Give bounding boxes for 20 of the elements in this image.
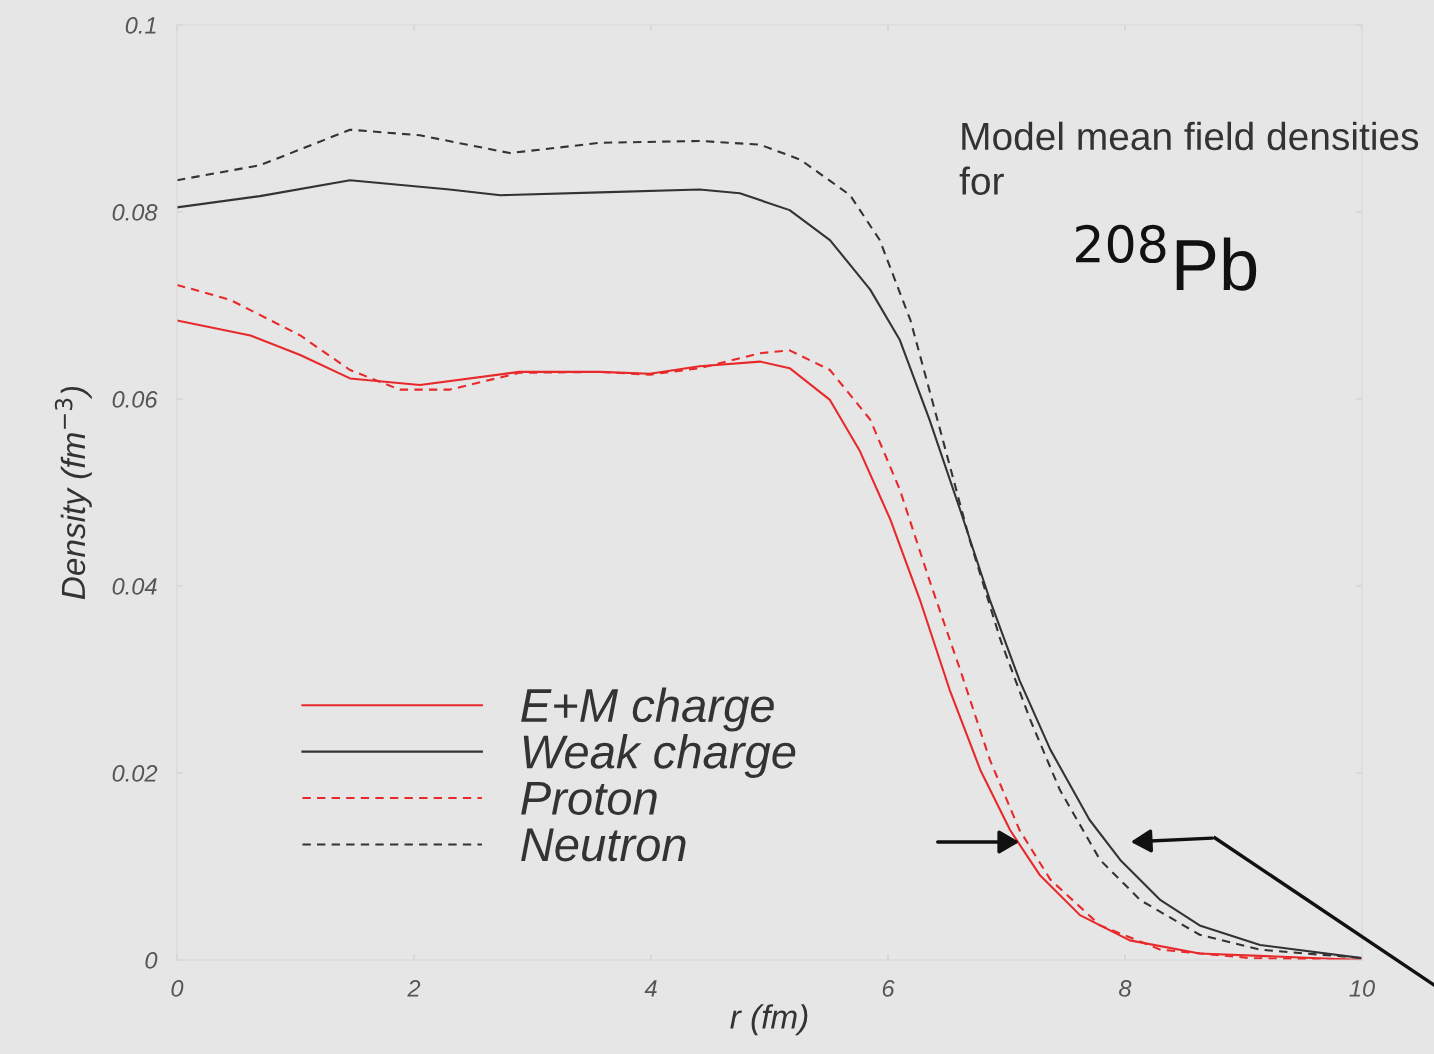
legend-label: E+M charge: [521, 687, 774, 732]
y-tick-label: 0.06: [112, 391, 158, 408]
annotation: Model mean field densities for: [959, 121, 1419, 195]
x-tick-label: 6: [882, 980, 895, 997]
y-tick-label: 0.1: [125, 17, 156, 34]
x-tick-label: 8: [1119, 980, 1132, 997]
legend-label: Neutron: [521, 828, 686, 862]
x-tick-label: 2: [407, 980, 421, 997]
x-tick-label: 10: [1349, 980, 1375, 997]
x-axis-title: r (fm): [730, 1004, 808, 1036]
annotation: $^{208}$Pb: [1076, 224, 1257, 291]
legend-label: Proton: [521, 782, 657, 816]
y-tick-label: 0: [145, 952, 158, 969]
y-tick-label: 0.08: [112, 204, 158, 221]
y-tick-label: 0.04: [112, 578, 157, 595]
x-tick-label: 4: [644, 980, 657, 997]
legend-label: Weak charge: [523, 733, 796, 778]
x-tick-label: 0: [171, 980, 184, 997]
y-axis-title: Density (fm$^{−3}$): [54, 386, 92, 600]
y-tick-label: 0.02: [112, 765, 158, 782]
